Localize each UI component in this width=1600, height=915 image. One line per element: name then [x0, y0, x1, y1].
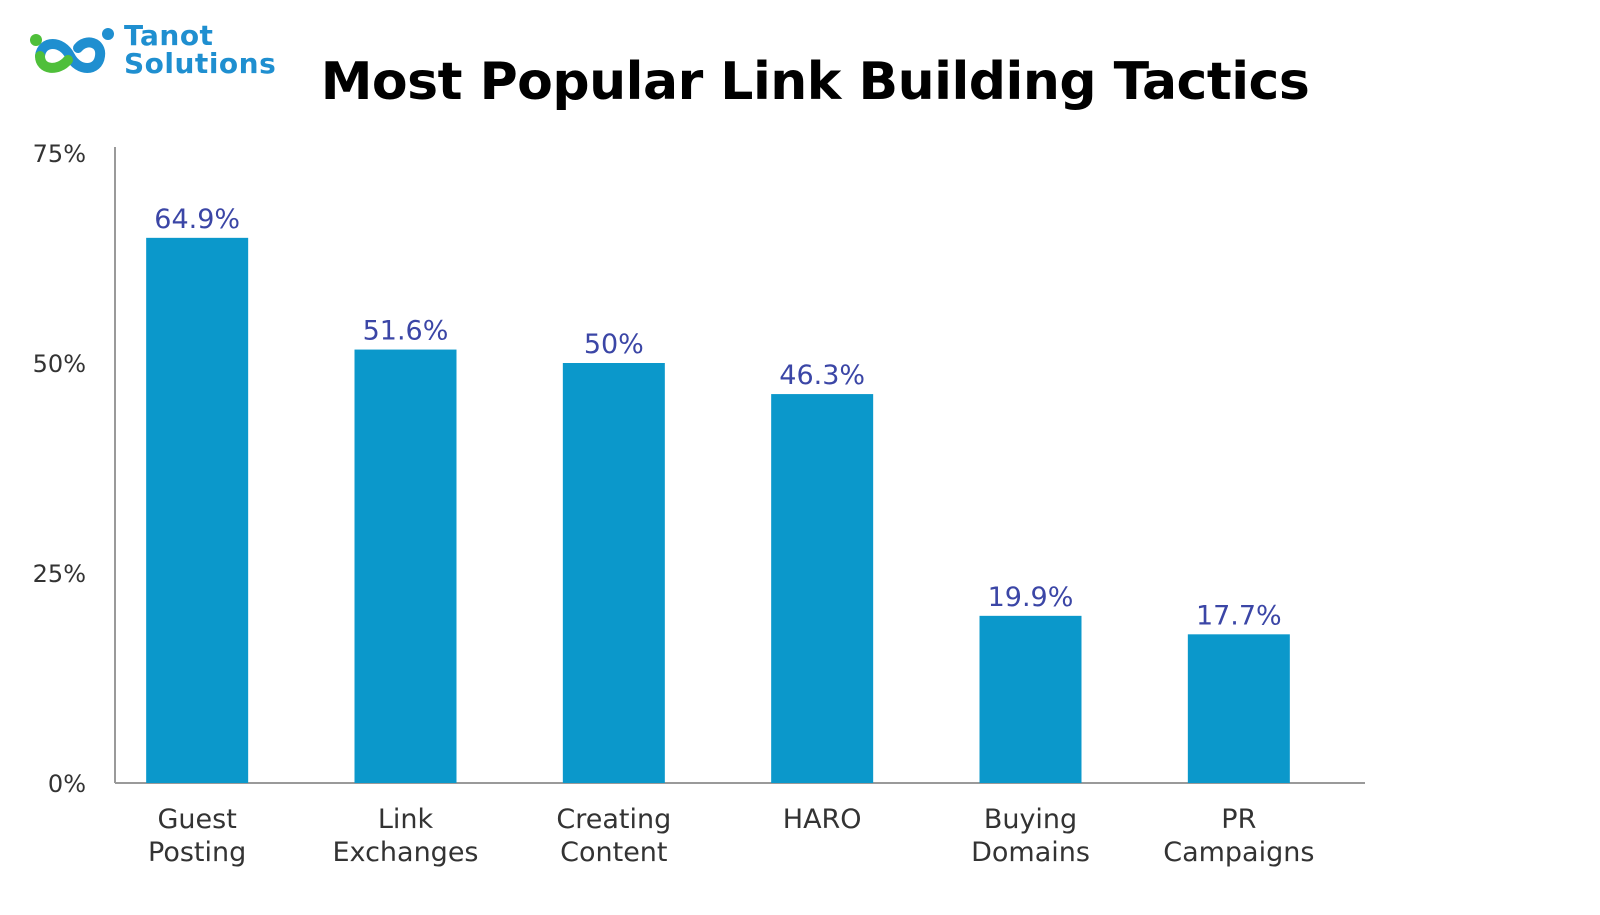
y-tick-label: 0% — [48, 770, 86, 798]
x-tick-label: PR — [1221, 804, 1256, 835]
bar-value-label: 50% — [584, 329, 644, 360]
y-tick-label: 50% — [33, 350, 86, 378]
y-tick-label: 75% — [33, 140, 86, 168]
bar — [1187, 634, 1290, 783]
x-tick-label: Exchanges — [333, 837, 479, 868]
bar-value-label: 17.7% — [1196, 600, 1282, 631]
x-tick-label: Link — [378, 804, 434, 835]
company-logo: Tanot Solutions — [28, 20, 288, 90]
bar — [354, 349, 457, 783]
bar-value-label: 64.9% — [154, 204, 240, 235]
x-tick-label: Guest — [158, 804, 237, 835]
x-tick-label: Domains — [971, 837, 1090, 868]
logo-text-line2: Solutions — [124, 47, 277, 80]
bar — [771, 394, 874, 783]
chart-title: Most Popular Link Building Tactics — [320, 52, 1310, 112]
x-tick-label: Content — [560, 837, 667, 868]
bar-value-label: 19.9% — [988, 582, 1074, 613]
bar-value-label: 46.3% — [779, 360, 865, 391]
x-tick-label: Campaigns — [1163, 837, 1314, 868]
infinity-logo-icon — [30, 28, 114, 73]
bar-value-label: 51.6% — [363, 316, 449, 347]
bar — [979, 615, 1082, 783]
x-tick-label: HARO — [783, 804, 862, 835]
x-tick-label: Posting — [148, 837, 246, 868]
logo-text-line1: Tanot — [124, 19, 214, 52]
bar — [146, 237, 249, 784]
x-tick-label: Buying — [984, 804, 1077, 835]
bar — [562, 363, 665, 783]
x-tick-label: Creating — [556, 804, 671, 835]
y-tick-label: 25% — [33, 560, 86, 588]
